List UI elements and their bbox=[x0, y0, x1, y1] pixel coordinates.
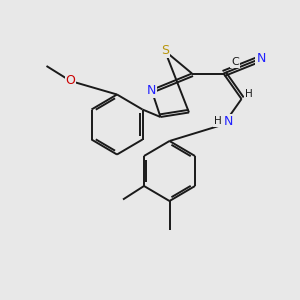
Text: H: H bbox=[214, 116, 222, 126]
Text: N: N bbox=[224, 115, 234, 128]
Text: O: O bbox=[66, 74, 75, 88]
Text: C: C bbox=[231, 57, 239, 67]
Text: S: S bbox=[161, 44, 169, 58]
Text: N: N bbox=[147, 83, 156, 97]
Text: H: H bbox=[245, 89, 253, 100]
Text: N: N bbox=[256, 52, 266, 65]
